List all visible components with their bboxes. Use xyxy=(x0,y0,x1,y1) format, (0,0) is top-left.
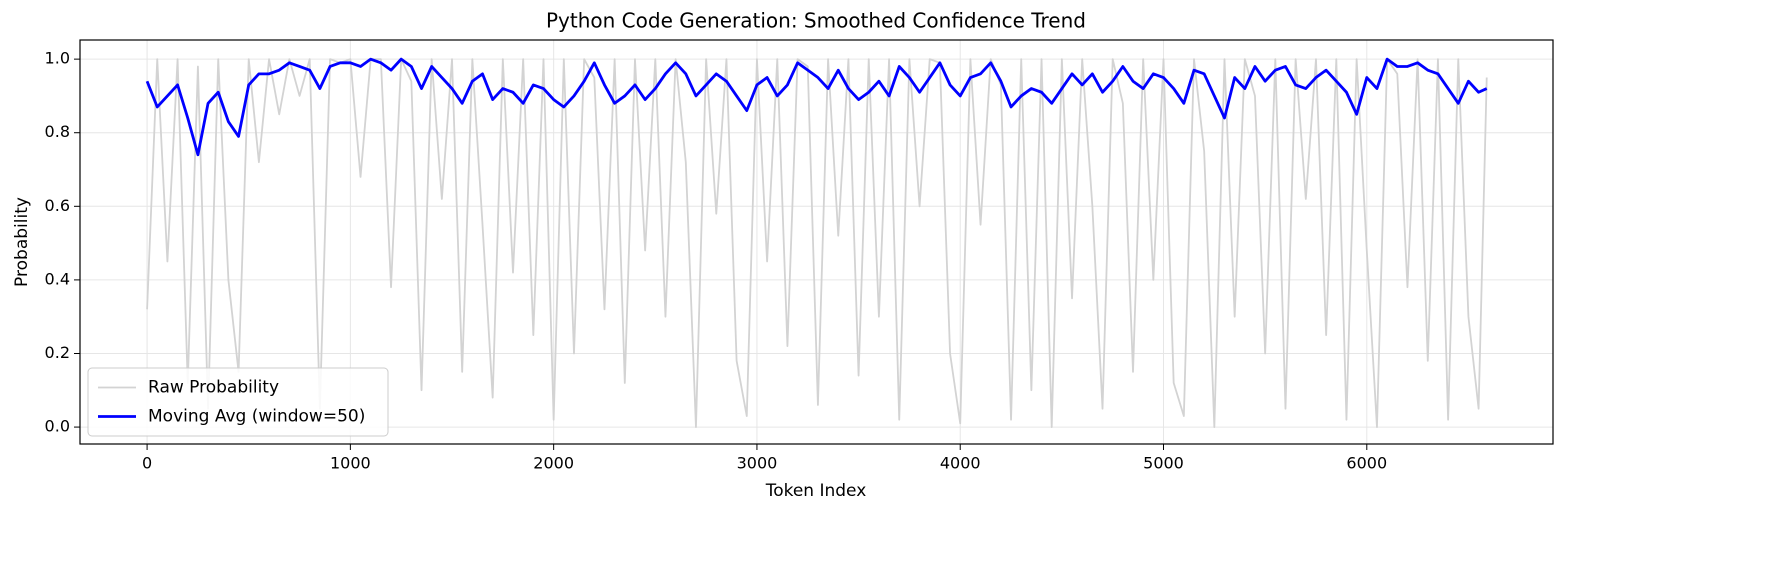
y-tick-label: 1.0 xyxy=(45,49,70,68)
legend: Raw Probability Moving Avg (window=50) xyxy=(87,367,389,437)
y-tick-label: 0.8 xyxy=(45,122,70,141)
x-tick-label: 5000 xyxy=(1143,454,1184,473)
x-tick-label: 2000 xyxy=(533,454,574,473)
x-axis-label: Token Index xyxy=(765,481,867,501)
legend-label: Moving Avg (window=50) xyxy=(148,407,365,427)
y-tick-label: 0.0 xyxy=(45,417,70,436)
x-tick-label: 0 xyxy=(142,454,152,473)
ticks: 0 1000 2000 3000 4000 5000 6000 0.0 0.2 0.4 0.6 0.8… xyxy=(45,49,1388,473)
axes-frame xyxy=(79,39,1554,445)
chart-title: Python Code Generation: Smoothed Confide… xyxy=(546,9,1086,33)
legend-label: Raw Probability xyxy=(148,378,279,398)
y-tick-label: 0.4 xyxy=(45,269,70,288)
legend-box xyxy=(87,367,389,437)
plot-area xyxy=(145,57,1488,428)
series-line xyxy=(145,57,1488,157)
y-axis-label: Probability xyxy=(12,197,32,287)
x-tick-label: 4000 xyxy=(940,454,981,473)
y-tick-label: 0.6 xyxy=(45,196,70,215)
x-tick-label: 3000 xyxy=(737,454,778,473)
x-tick-label: 6000 xyxy=(1346,454,1387,473)
y-tick-label: 0.2 xyxy=(45,343,70,362)
x-tick-label: 1000 xyxy=(330,454,371,473)
